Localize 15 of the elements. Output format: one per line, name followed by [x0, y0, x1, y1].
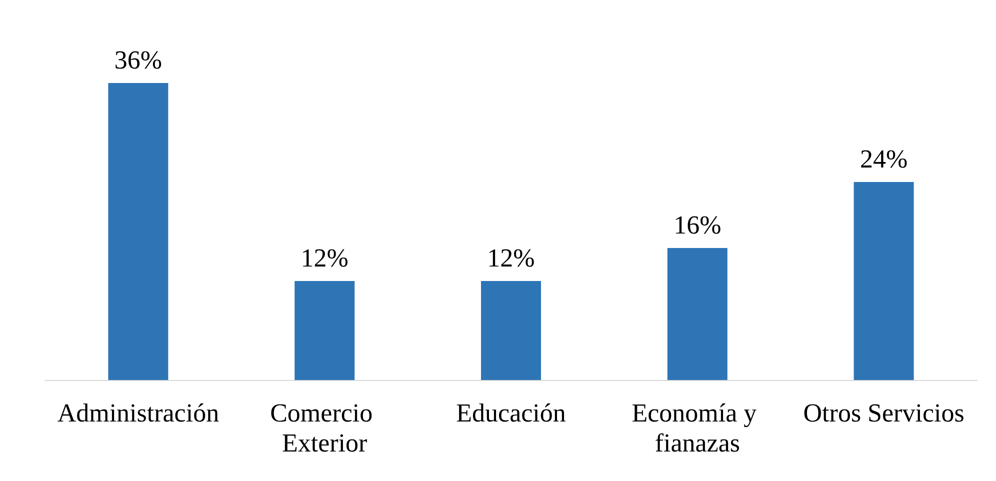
- bar: [108, 83, 168, 380]
- data-label: 12%: [487, 244, 535, 272]
- x-tick-label: Educación: [456, 398, 566, 428]
- bar: [667, 248, 728, 380]
- x-tick-label: Comercio Exterior: [270, 398, 380, 458]
- x-tick-label: Otros Servicios: [803, 398, 964, 428]
- data-label: 24%: [860, 144, 908, 174]
- bar: [481, 281, 541, 380]
- data-label: 16%: [674, 210, 722, 240]
- data-label: 36%: [114, 46, 162, 74]
- x-tick-label: Administración: [57, 398, 220, 428]
- data-label: 12%: [300, 244, 348, 272]
- x-tick-label: Economía y fianazas: [632, 398, 764, 458]
- bar: [294, 281, 355, 380]
- bar: [854, 182, 914, 380]
